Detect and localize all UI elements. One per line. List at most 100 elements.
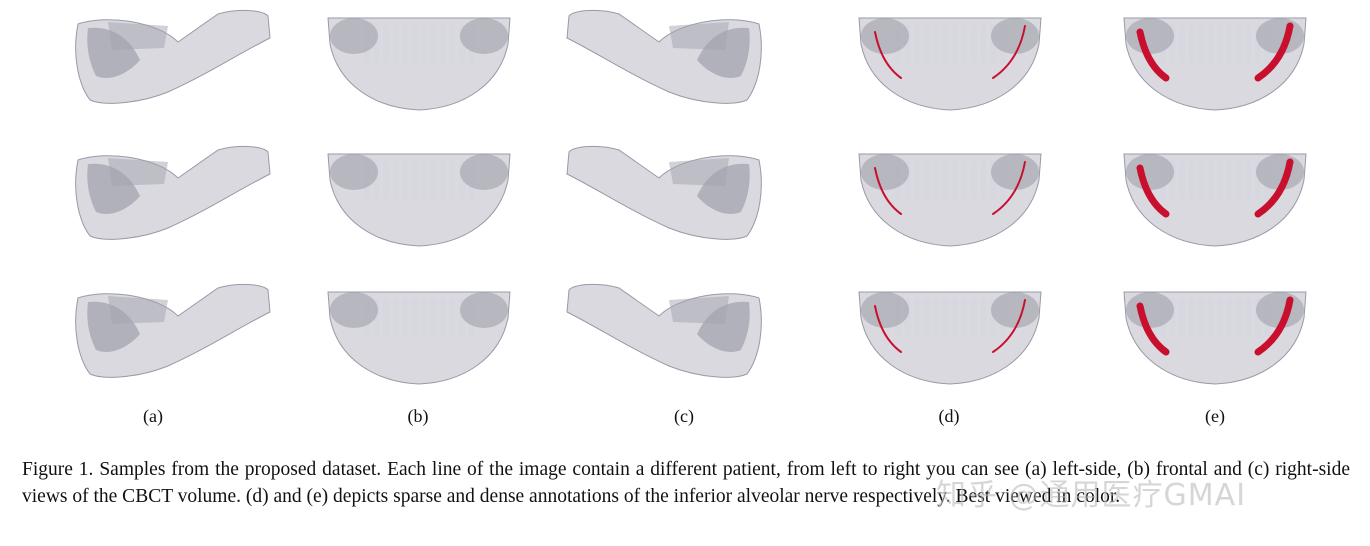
tooth <box>990 298 996 338</box>
tooth <box>1169 298 1176 338</box>
panel-d-row2 <box>845 140 1055 258</box>
ramus-shadow <box>87 27 140 79</box>
tooth <box>933 24 939 64</box>
nerve-right <box>1254 22 1294 82</box>
tooth <box>1236 298 1242 338</box>
panel-e-row3 <box>1110 278 1320 396</box>
condyle-right <box>991 154 1039 190</box>
tooth <box>364 160 370 200</box>
tooth <box>1226 160 1233 200</box>
tooth <box>411 298 418 338</box>
tooth <box>468 298 475 338</box>
panel-b-row2 <box>314 140 524 258</box>
tooth <box>392 24 399 64</box>
cbct-render <box>1123 17 1307 111</box>
tooth <box>364 24 370 64</box>
cbct-render <box>858 17 1042 111</box>
teeth-band <box>669 296 729 324</box>
tooth <box>980 298 987 338</box>
tooth <box>1169 24 1176 64</box>
cbct-render <box>327 17 511 111</box>
tooth <box>895 24 901 64</box>
tooth <box>980 160 987 200</box>
tooth <box>1255 298 1261 338</box>
tooth <box>383 160 389 200</box>
panel-b-row3 <box>314 278 524 396</box>
condyle-left <box>330 18 378 54</box>
tooth <box>402 298 408 338</box>
tooth <box>999 160 1006 200</box>
tooth <box>402 24 408 64</box>
tooth <box>1179 160 1185 200</box>
tooth <box>923 298 930 338</box>
teeth-band <box>669 158 729 186</box>
tooth <box>468 24 475 64</box>
tooth <box>1188 160 1195 200</box>
tooth <box>373 298 380 338</box>
ramus-shadow <box>697 301 750 353</box>
condyle-left <box>330 292 378 328</box>
tooth <box>402 160 408 200</box>
tooth <box>933 298 939 338</box>
cbct-render <box>327 291 511 385</box>
nerve-left <box>1136 302 1170 356</box>
condyle-right <box>460 292 508 328</box>
sublabel-e: (e) <box>1205 406 1225 426</box>
condyle-left <box>1126 18 1174 54</box>
tooth <box>980 24 987 64</box>
cbct-render <box>75 145 271 240</box>
nerve-left <box>874 31 902 79</box>
tooth <box>990 160 996 200</box>
tooth <box>383 298 389 338</box>
panel-a-row1 <box>48 4 271 122</box>
tooth <box>1188 24 1195 64</box>
cbct-render <box>75 9 271 104</box>
tooth <box>1264 298 1271 338</box>
tooth <box>914 298 920 338</box>
tooth <box>1179 24 1185 64</box>
tooth <box>440 298 446 338</box>
tooth <box>952 160 958 200</box>
tooth <box>942 160 949 200</box>
caption-text: Samples from the proposed dataset. Each … <box>22 459 1351 507</box>
nerve-right <box>992 25 1026 79</box>
caption-label: Figure 1. <box>22 459 94 480</box>
tooth <box>392 298 399 338</box>
panel-c-row2 <box>566 140 789 258</box>
condyle-left <box>861 292 909 328</box>
tooth <box>449 298 456 338</box>
cbct-render <box>1123 153 1307 247</box>
cbct-render <box>327 153 511 247</box>
tooth <box>421 160 427 200</box>
nerve-right <box>992 161 1026 215</box>
condyle-right <box>460 154 508 190</box>
tooth <box>1207 24 1214 64</box>
tooth <box>468 160 475 200</box>
cbct-render <box>566 145 762 240</box>
nerve-left <box>1136 164 1170 218</box>
tooth <box>961 298 968 338</box>
nerve-right <box>1254 158 1294 218</box>
ramus-shadow <box>87 301 140 353</box>
tooth <box>923 160 930 200</box>
panel-a-row3 <box>48 278 271 396</box>
tooth <box>392 160 399 200</box>
condyle-left <box>861 18 909 54</box>
tooth <box>971 298 977 338</box>
panel-d-row1 <box>845 4 1055 122</box>
cbct-render <box>858 291 1042 385</box>
tooth <box>373 24 380 64</box>
tooth <box>1245 298 1252 338</box>
nerve-left <box>1136 28 1170 82</box>
ramus-shadow <box>697 27 750 79</box>
condyle-left <box>861 154 909 190</box>
condyle-right <box>991 292 1039 328</box>
tooth <box>383 24 389 64</box>
panel-e-row1 <box>1110 4 1320 122</box>
nerve-left <box>874 305 902 353</box>
tooth <box>1160 298 1166 338</box>
tooth <box>942 298 949 338</box>
cbct-render <box>566 9 762 104</box>
tooth <box>999 298 1006 338</box>
tooth <box>440 160 446 200</box>
